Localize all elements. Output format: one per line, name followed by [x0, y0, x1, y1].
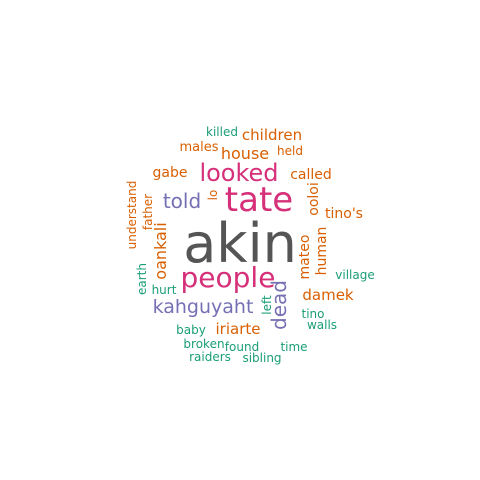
word-iriarte: iriarte [216, 320, 261, 338]
word-dead: dead [267, 280, 291, 330]
word-held: held [277, 144, 303, 158]
word-tinos: tino's [325, 206, 363, 222]
word-tino: tino [302, 307, 325, 321]
word-looked: looked [199, 159, 278, 187]
word-told: told [163, 189, 201, 213]
word-people: people [181, 261, 276, 294]
word-walls: walls [307, 318, 337, 332]
word-hurt: hurt [152, 283, 177, 297]
word-sibling: sibling [242, 351, 281, 365]
word-called: called [290, 167, 332, 183]
word-oankali: oankali [151, 222, 170, 279]
word-children: children [242, 126, 302, 144]
word-damek: damek [302, 286, 354, 304]
word-house: house [221, 144, 269, 163]
word-baby: baby [176, 323, 206, 337]
word-broken: broken [183, 337, 224, 351]
word-gabe: gabe [153, 165, 188, 181]
word-understand: understand [125, 181, 139, 250]
word-killed: killed [206, 125, 238, 139]
word-akin: akin [183, 212, 297, 275]
word-ooloi: ooloi [306, 182, 322, 215]
word-father: father [141, 194, 155, 230]
word-males: males [179, 140, 218, 155]
word-tate: tate [225, 180, 293, 220]
word-kahguyaht: kahguyaht [153, 296, 254, 318]
word-mateo: mateo [297, 235, 313, 280]
word-time: time [280, 340, 307, 354]
word-human: human [314, 227, 330, 276]
word-left: left [260, 295, 274, 315]
word-raiders: raiders [189, 350, 231, 364]
word-village: village [335, 268, 374, 282]
word-found: found [225, 340, 259, 354]
word-lo: lo [206, 190, 220, 201]
word-earth: earth [135, 263, 149, 295]
